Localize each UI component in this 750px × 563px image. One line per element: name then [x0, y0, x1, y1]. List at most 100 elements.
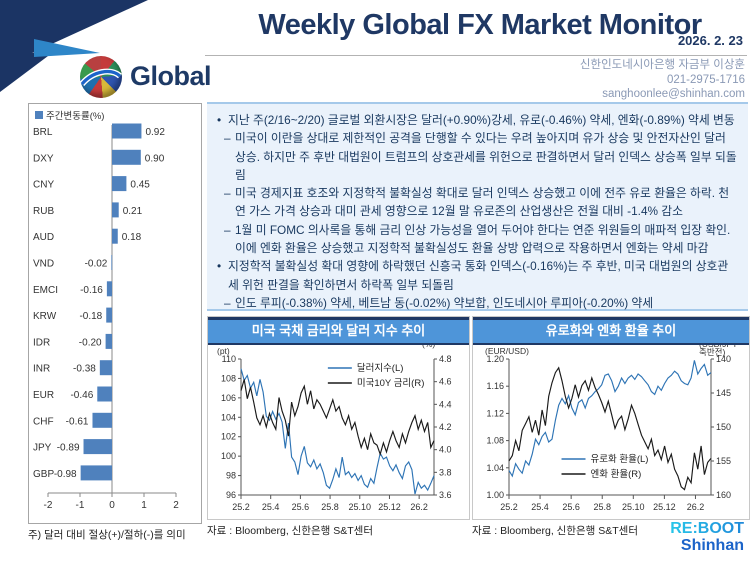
- svg-text:25.4: 25.4: [531, 502, 549, 512]
- svg-text:EUR: EUR: [33, 390, 54, 401]
- svg-text:0.21: 0.21: [123, 206, 143, 217]
- svg-text:3.6: 3.6: [439, 490, 452, 500]
- eur-jpy-chart: 1.20 1.16 1.12 1.08 1.04 1.00 140 145 150 155 160 (…: [485, 345, 738, 512]
- svg-text:-0.20: -0.20: [79, 337, 102, 348]
- svg-text:CNY: CNY: [33, 180, 54, 191]
- summary-bullet-1: – 미국이 이란을 상대로 제한적인 공격을 단행할 수 있다는 우려 높아지며 …: [224, 129, 738, 184]
- svg-text:98: 98: [226, 471, 236, 481]
- svg-text:-0.02: -0.02: [85, 259, 108, 270]
- contact-email: sanghoonlee@shinhan.com: [602, 88, 745, 100]
- bullet-marker: •: [217, 259, 222, 274]
- eur-jpy-chart-panel: 유로화와 엔화 환율 추이 1.20 1.16 1.12 1.08 1.04 1.00 14…: [472, 316, 750, 520]
- logo-shinhan-text: Shinhan: [680, 537, 744, 554]
- page-title: Weekly Global FX Market Monitor: [258, 9, 702, 41]
- svg-text:JPY: JPY: [33, 443, 52, 454]
- svg-text:100: 100: [221, 451, 236, 461]
- chart2-title: 유로화와 엔화 환율 추이: [473, 317, 749, 345]
- svg-text:미국10Y 금리(R): 미국10Y 금리(R): [357, 378, 425, 389]
- svg-text:RUB: RUB: [33, 206, 54, 217]
- report-date: 2026. 2. 23: [677, 33, 743, 48]
- svg-text:0.90: 0.90: [145, 153, 165, 164]
- chart1-title: 미국 국채 금리와 달러 지수 추이: [208, 317, 469, 345]
- svg-text:25.10: 25.10: [622, 502, 645, 512]
- svg-text:25.6: 25.6: [562, 502, 580, 512]
- bullet-text: 미국 경제지표 호조와 지정학적 불확실성 확대로 달러 인덱스 상승했고 이에…: [235, 186, 730, 219]
- svg-text:0.18: 0.18: [122, 232, 142, 243]
- us-rates-dollar-chart-panel: 미국 국채 금리와 달러 지수 추이 110 108 106 104 102 100 98 9…: [207, 316, 470, 520]
- svg-text:EMCI: EMCI: [33, 285, 58, 296]
- svg-text:25.2: 25.2: [232, 502, 250, 512]
- svg-text:1.04: 1.04: [486, 463, 504, 473]
- svg-text:26.2: 26.2: [410, 502, 428, 512]
- svg-text:0.92: 0.92: [145, 127, 165, 138]
- us-rates-dollar-chart: 110 108 106 104 102 100 98 96 4.8 4.6 4.4 4.2 4.0 3.8…: [217, 345, 452, 512]
- contact-block: 신한인도네시아은행 자금부 이상훈 021-2975-1716 sanghoon…: [580, 58, 745, 102]
- bullet-marker: –: [224, 131, 231, 146]
- svg-text:-0.38: -0.38: [73, 364, 96, 375]
- svg-text:달러지수(L): 달러지수(L): [357, 362, 404, 374]
- bar-chart-footnote: 주) 달러 대비 절상(+)/절하(-)를 의미: [28, 529, 186, 541]
- svg-text:1.12: 1.12: [486, 408, 504, 418]
- logo-reboot-text: RE:BOOT: [670, 520, 744, 537]
- svg-text:유로화 환율(L): 유로화 환율(L): [591, 453, 649, 465]
- svg-text:(EUR/USD): (EUR/USD): [485, 346, 529, 356]
- svg-text:-0.61: -0.61: [66, 416, 89, 427]
- svg-text:104: 104: [221, 412, 236, 422]
- banner-flag-graphic: [0, 0, 148, 92]
- svg-text:155: 155: [716, 456, 731, 466]
- svg-text:KRW: KRW: [33, 311, 57, 322]
- chart1-source: 자료 : Bloomberg, 신한은행 S&T센터: [207, 525, 373, 537]
- bullet-text: 지정학적 불확실성 확대 영향에 하락했던 신흥국 통화 인덱스(-0.16%)…: [228, 259, 729, 292]
- summary-bullet-4: • 지정학적 불확실성 확대 영향에 하락했던 신흥국 통화 인덱스(-0.16%…: [217, 257, 738, 294]
- globe-flags-icon: [80, 56, 122, 98]
- bar-legend-label: 주간변동률(%): [46, 111, 105, 122]
- bullet-marker: –: [224, 186, 231, 201]
- svg-text:(USD/JPY: (USD/JPY: [699, 345, 738, 349]
- svg-text:BRL: BRL: [33, 127, 53, 138]
- weekly-summary-panel: • 지난 주(2/16~2/20) 글로벌 외환시장은 달러(+0.90%)강세,…: [207, 102, 748, 311]
- bullet-marker: –: [224, 222, 231, 237]
- svg-text:AUD: AUD: [33, 232, 54, 243]
- svg-text:108: 108: [221, 373, 236, 383]
- summary-bullet-3: –1월 미 FOMC 의사록을 통해 금리 인상 가능성을 열어 두어야 한다는…: [224, 221, 738, 258]
- svg-text:25.12: 25.12: [653, 502, 676, 512]
- header-divider: [205, 55, 747, 56]
- svg-text:-0.46: -0.46: [70, 390, 93, 401]
- svg-text:-0.16: -0.16: [80, 285, 103, 296]
- svg-text:25.12: 25.12: [378, 502, 401, 512]
- chart2-source: 자료 : Bloomberg, 신한은행 S&T센터: [472, 525, 638, 537]
- svg-text:엔화 환율(R): 엔화 환율(R): [591, 468, 642, 480]
- bar-chart-legend: 주간변동률(%): [35, 108, 104, 122]
- svg-text:26.2: 26.2: [687, 502, 705, 512]
- svg-text:150: 150: [716, 422, 731, 432]
- svg-text:160: 160: [716, 490, 731, 500]
- contact-phone: 021-2975-1716: [666, 73, 745, 86]
- svg-text:4.2: 4.2: [439, 422, 452, 432]
- svg-text:축반전): 축반전): [699, 347, 725, 357]
- bullet-text: 미국이 이란을 상대로 제한적인 공격을 단행할 수 있다는 우려 높아지며 유…: [235, 131, 737, 182]
- svg-text:1.20: 1.20: [486, 354, 504, 364]
- svg-text:(%): (%): [422, 345, 435, 349]
- weekly-change-bar-chart: BRL 0.92 DXY 0.90 CNY 0.45 RUB 0.21 AUD 0.18 VND -0…: [33, 123, 179, 511]
- svg-text:96: 96: [226, 490, 236, 500]
- svg-text:4.0: 4.0: [439, 445, 452, 455]
- bullet-marker: •: [217, 113, 222, 127]
- svg-text:3.8: 3.8: [439, 467, 452, 477]
- svg-text:0: 0: [109, 500, 115, 511]
- summary-bullet-5: – 인도 루피(-0.38%) 약세, 베트남 동(-0.02%) 약보합, 인도…: [224, 294, 738, 312]
- svg-text:-0.98: -0.98: [54, 469, 77, 480]
- bullet-text: 지난 주(2/16~2/20) 글로벌 외환시장은 달러(+0.90%)강세, …: [228, 113, 735, 127]
- section-label-global: Global: [130, 61, 212, 91]
- summary-bullet-2: – 미국 경제지표 호조와 지정학적 불확실성 확대로 달러 인덱스 상승했고 이…: [224, 184, 738, 221]
- svg-text:4.6: 4.6: [439, 377, 452, 387]
- svg-text:25.4: 25.4: [262, 502, 280, 512]
- svg-text:106: 106: [221, 393, 236, 403]
- svg-text:25.8: 25.8: [321, 502, 339, 512]
- svg-text:145: 145: [716, 388, 731, 398]
- svg-text:IDR: IDR: [33, 337, 50, 348]
- summary-bullet-0: • 지난 주(2/16~2/20) 글로벌 외환시장은 달러(+0.90%)강세,…: [217, 111, 738, 129]
- bullet-text: 인도 루피(-0.38%) 약세, 베트남 동(-0.02%) 약보합, 인도네…: [235, 295, 654, 310]
- svg-text:DXY: DXY: [33, 153, 54, 164]
- svg-text:140: 140: [716, 354, 731, 364]
- svg-text:-0.18: -0.18: [79, 311, 102, 322]
